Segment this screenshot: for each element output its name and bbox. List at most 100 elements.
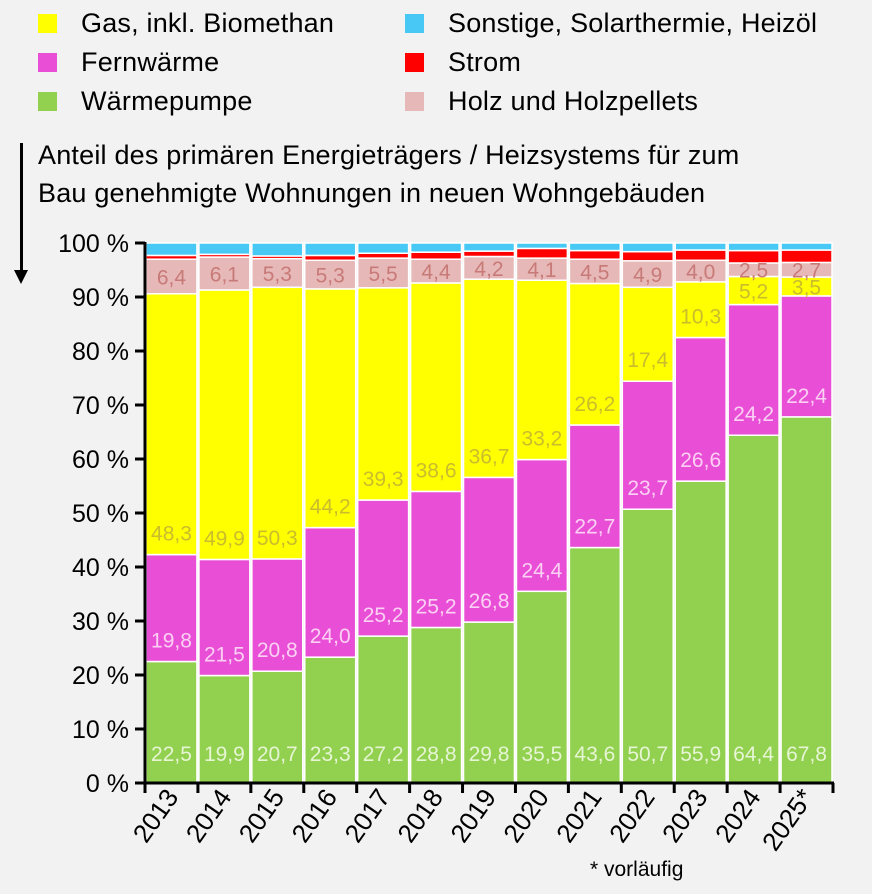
data-label-gas-inkl-biomethan-2024: 5,2 bbox=[739, 281, 768, 304]
data-label-wärmepumpe-2023: 55,9 bbox=[680, 743, 721, 766]
data-label-fernwärme-2018: 25,2 bbox=[416, 595, 457, 618]
x-tick-label: 2019 bbox=[444, 783, 502, 848]
x-tick-label: 2021 bbox=[550, 783, 608, 848]
legend-swatch-strom bbox=[405, 52, 424, 72]
bar-segment-holz-und-holzpellets-2021 bbox=[568, 258, 622, 285]
legend-item-holz: Holz und Holzpellets bbox=[405, 83, 698, 119]
bar-segment-sonstige-solarthermie-heizöl-2023 bbox=[674, 242, 727, 251]
bar-segment-holz-und-holzpellets-2022 bbox=[621, 260, 674, 289]
legend-item-sonstige: Sonstige, Solarthermie, Heizöl bbox=[405, 5, 817, 41]
bar-segment-holz-und-holzpellets-2016 bbox=[304, 259, 357, 290]
y-tick-label: 100 % bbox=[58, 230, 129, 258]
data-label-fernwärme-2022: 23,7 bbox=[627, 477, 668, 500]
x-tick-label: 2014 bbox=[180, 783, 238, 848]
y-tick-labels-group: 0 % 10 % 20 % 30 % 40 % 50 % 60 % 70 % 80 % 90 % 1… bbox=[58, 230, 129, 798]
bar-segment-strom-2023 bbox=[674, 249, 727, 262]
legend-swatch-fernwaerme bbox=[38, 52, 57, 72]
data-label-holz-und-holzpellets-2017: 5,5 bbox=[369, 263, 398, 286]
bar-segment-fernwärme-2017 bbox=[356, 499, 410, 637]
data-label-wärmepumpe-2021: 43,6 bbox=[574, 743, 615, 766]
chart-subtitle-line-2: Bau genehmigte Wohnungen in neuen Wohnge… bbox=[38, 178, 706, 208]
bar-segment-gas-inkl-biomethan-2023 bbox=[674, 281, 727, 339]
y-tick-label: 60 % bbox=[72, 446, 129, 474]
data-label-wärmepumpe-2020: 35,5 bbox=[521, 743, 562, 766]
bar-segment-holz-und-holzpellets-2015 bbox=[251, 257, 304, 289]
y-tick-label: 70 % bbox=[72, 392, 129, 420]
data-label-wärmepumpe-2013: 22,5 bbox=[151, 743, 192, 766]
bar-segment-gas-inkl-biomethan-2024 bbox=[727, 275, 780, 306]
chart-subtitle: Anteil des primären Energieträgers / Hei… bbox=[38, 136, 739, 212]
y-tick-label: 40 % bbox=[72, 554, 129, 582]
legend-item-gas: Gas, inkl. Biomethan bbox=[38, 5, 334, 41]
x-tick-labels-group: 2013201420152016201720182019202020212022… bbox=[127, 783, 820, 856]
legend-swatch-sonstige bbox=[405, 13, 424, 33]
bar-segment-wärmepumpe-2013 bbox=[145, 660, 198, 784]
x-tick-label: 2015 bbox=[232, 783, 290, 848]
y-tick-label: 50 % bbox=[72, 500, 129, 528]
legend-label-fernwaerme: Fernwärme bbox=[81, 46, 220, 77]
bar-segment-gas-inkl-biomethan-2016 bbox=[304, 288, 357, 529]
down-arrow-icon bbox=[20, 143, 23, 273]
data-label-holz-und-holzpellets-2015: 5,3 bbox=[263, 263, 292, 286]
data-label-holz-und-holzpellets-2024: 2,5 bbox=[739, 260, 768, 283]
legend-label-waermepumpe: Wärmepumpe bbox=[81, 85, 253, 116]
bar-segment-gas-inkl-biomethan-2015 bbox=[251, 286, 304, 560]
y-tick-label: 10 % bbox=[72, 716, 129, 744]
data-label-fernwärme-2013: 19,8 bbox=[151, 630, 192, 653]
x-tick-label: 2013 bbox=[127, 783, 185, 848]
data-label-wärmepumpe-2017: 27,2 bbox=[363, 743, 404, 766]
data-label-fernwärme-2021: 22,7 bbox=[574, 516, 615, 539]
bar-segment-sonstige-solarthermie-heizöl-2016 bbox=[304, 242, 357, 257]
legend-swatch-waermepumpe bbox=[38, 91, 57, 111]
data-label-fernwärme-2015: 20,8 bbox=[257, 639, 298, 662]
legend-item-strom: Strom bbox=[405, 44, 521, 80]
data-label-holz-und-holzpellets-2018: 4,4 bbox=[421, 261, 451, 284]
data-label-fernwärme-2019: 26,8 bbox=[469, 590, 510, 613]
legend-label-sonstige: Sonstige, Solarthermie, Heizöl bbox=[448, 7, 818, 38]
x-tick-label: 2017 bbox=[338, 783, 396, 848]
bar-segment-sonstige-solarthermie-heizöl-2025 bbox=[780, 242, 833, 251]
bar-segment-wärmepumpe-2021 bbox=[568, 546, 622, 784]
data-label-holz-und-holzpellets-2014: 6,1 bbox=[210, 264, 239, 287]
data-label-holz-und-holzpellets-2021: 4,5 bbox=[580, 261, 609, 284]
bar-segment-wärmepumpe-2016 bbox=[304, 656, 357, 784]
bar-segment-gas-inkl-biomethan-2017 bbox=[356, 287, 410, 501]
arrow-head-icon bbox=[14, 270, 28, 284]
data-label-holz-und-holzpellets-2020: 4,1 bbox=[527, 259, 556, 282]
bar-segment-wärmepumpe-2017 bbox=[356, 635, 410, 784]
x-tick-label: 2020 bbox=[497, 783, 555, 848]
data-label-gas-inkl-biomethan-2023: 10,3 bbox=[680, 306, 721, 329]
y-tick-label: 90 % bbox=[72, 284, 129, 312]
data-label-wärmepumpe-2025: 67,8 bbox=[786, 743, 827, 766]
legend-swatch-holz bbox=[405, 91, 424, 111]
legend-item-waermepumpe: Wärmepumpe bbox=[38, 83, 253, 119]
x-tick-label: 2023 bbox=[656, 783, 714, 848]
bar-segment-sonstige-solarthermie-heizöl-2013 bbox=[145, 242, 198, 257]
legend-item-fernwaerme: Fernwärme bbox=[38, 44, 219, 80]
data-label-wärmepumpe-2019: 29,8 bbox=[469, 743, 510, 766]
y-tick-label: 30 % bbox=[72, 608, 129, 636]
data-label-wärmepumpe-2015: 20,7 bbox=[257, 743, 298, 766]
data-label-holz-und-holzpellets-2019: 4,2 bbox=[474, 258, 503, 281]
y-tick-label: 20 % bbox=[72, 662, 129, 690]
bar-segment-wärmepumpe-2025 bbox=[780, 416, 833, 784]
bar-segment-fernwärme-2018 bbox=[409, 490, 463, 629]
data-label-fernwärme-2020: 24,4 bbox=[521, 559, 562, 582]
legend-label-gas: Gas, inkl. Biomethan bbox=[81, 7, 335, 38]
bar-segment-gas-inkl-biomethan-2013 bbox=[145, 293, 198, 556]
bar-segment-sonstige-solarthermie-heizöl-2014 bbox=[198, 242, 251, 256]
data-label-wärmepumpe-2014: 19,9 bbox=[204, 743, 245, 766]
data-label-gas-inkl-biomethan-2019: 36,7 bbox=[469, 445, 510, 468]
data-label-holz-und-holzpellets-2013: 6,4 bbox=[157, 266, 187, 289]
footnote: * vorläufig bbox=[590, 858, 684, 881]
data-label-gas-inkl-biomethan-2020: 33,2 bbox=[521, 428, 562, 451]
data-label-holz-und-holzpellets-2023: 4,0 bbox=[686, 261, 715, 284]
bar-segment-sonstige-solarthermie-heizöl-2021 bbox=[568, 242, 622, 252]
data-label-wärmepumpe-2016: 23,3 bbox=[310, 743, 351, 766]
data-label-fernwärme-2025: 22,4 bbox=[786, 385, 827, 408]
data-label-holz-und-holzpellets-2022: 4,9 bbox=[633, 264, 662, 287]
bar-segment-sonstige-solarthermie-heizöl-2015 bbox=[251, 242, 304, 257]
x-tick-label: 2022 bbox=[603, 783, 661, 848]
bar-segment-strom-2022 bbox=[621, 250, 674, 262]
